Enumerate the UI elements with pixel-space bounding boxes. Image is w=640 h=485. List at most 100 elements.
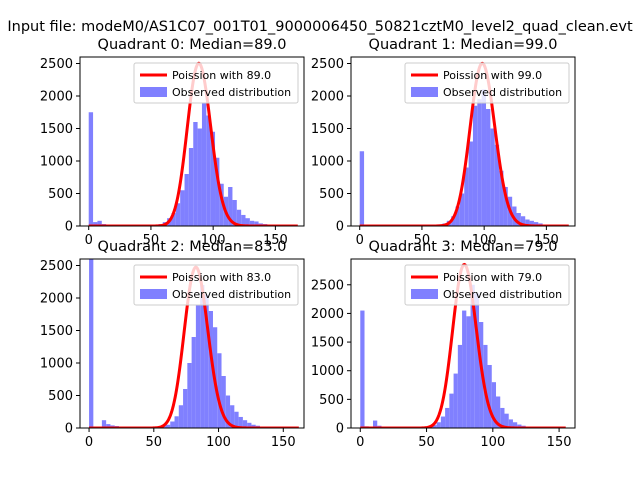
legend-line-label: Poission with 89.0 xyxy=(172,69,271,82)
bar-23 xyxy=(189,148,193,226)
x-tick-3: 150 xyxy=(547,428,572,450)
x-tick-label: 50 xyxy=(418,435,435,450)
y-tick-2: 1000 xyxy=(311,155,351,170)
x-tick-3: 150 xyxy=(271,428,296,450)
x-tick-2: 100 xyxy=(480,428,505,450)
y-tick-2: 1000 xyxy=(311,364,351,379)
y-tick-0: 0 xyxy=(336,422,351,437)
x-tick-0: 0 xyxy=(85,428,93,450)
bar-26 xyxy=(202,103,206,227)
y-tick-label: 1500 xyxy=(40,324,73,339)
bar-25 xyxy=(469,142,473,227)
bar-0 xyxy=(89,112,93,226)
x-tick-label: 100 xyxy=(480,435,505,450)
bars xyxy=(360,90,569,227)
bar-23 xyxy=(458,345,462,428)
x-tick-label: 0 xyxy=(356,435,364,450)
y-tick-0: 0 xyxy=(336,220,351,235)
y-tick-4: 2000 xyxy=(40,292,80,307)
y-tick-label: 1500 xyxy=(311,122,344,137)
y-tick-4: 2000 xyxy=(311,90,351,105)
bar-22 xyxy=(183,389,187,428)
y-tick-0: 0 xyxy=(65,422,80,437)
bar-0 xyxy=(360,151,364,226)
bar-21 xyxy=(180,190,184,226)
y-tick-label: 1000 xyxy=(311,364,344,379)
bar-25 xyxy=(196,305,200,429)
legend-line-label: Poission with 83.0 xyxy=(172,271,271,284)
bar-30 xyxy=(488,365,492,428)
y-tick-1: 500 xyxy=(319,187,351,202)
y-tick-3: 1500 xyxy=(311,122,351,137)
x-tick-label: 0 xyxy=(85,233,93,248)
legend-bar-swatch xyxy=(411,289,438,299)
y-tick-label: 2000 xyxy=(311,307,344,322)
y-tick-label: 0 xyxy=(336,220,344,235)
bar-30 xyxy=(490,129,494,227)
bar-28 xyxy=(482,90,486,227)
bar-22 xyxy=(185,174,189,226)
x-tick-1: 50 xyxy=(418,428,435,450)
y-tick-label: 1000 xyxy=(40,357,73,372)
x-tick-label: 100 xyxy=(206,435,231,450)
panel-title: Quadrant 1: Median=99.0 xyxy=(369,37,558,53)
y-tick-1: 500 xyxy=(319,393,351,408)
y-tick-2: 1000 xyxy=(40,357,80,372)
y-tick-label: 1500 xyxy=(311,336,344,351)
y-tick-1: 500 xyxy=(48,389,80,404)
bar-29 xyxy=(486,109,490,226)
y-tick-label: 500 xyxy=(319,393,344,408)
bar-22 xyxy=(454,374,458,428)
legend: Poission with 89.0 Observed distribution xyxy=(134,63,298,103)
y-tick-label: 2000 xyxy=(40,292,73,307)
y-tick-label: 0 xyxy=(65,220,73,235)
x-tick-1: 50 xyxy=(146,428,163,450)
x-tick-0: 0 xyxy=(356,226,364,248)
panel-title: Quadrant 0: Median=89.0 xyxy=(98,37,287,53)
bar-25 xyxy=(198,129,202,227)
bar-19 xyxy=(170,422,174,429)
y-tick-label: 500 xyxy=(48,389,73,404)
legend-bar-swatch xyxy=(411,87,438,97)
bar-23 xyxy=(187,363,191,428)
y-tick-1: 500 xyxy=(48,187,80,202)
figure-suptitle: Input file: modeM0/AS1C07_001T01_9000006… xyxy=(7,19,633,35)
y-tick-label: 500 xyxy=(48,187,73,202)
y-tick-3: 1500 xyxy=(40,324,80,339)
legend-line-label: Poission with 79.0 xyxy=(443,271,542,284)
y-tick-3: 1500 xyxy=(40,122,80,137)
y-tick-5: 2500 xyxy=(311,57,351,72)
y-tick-5: 2500 xyxy=(40,57,80,72)
legend-bar-label: Observed distribution xyxy=(172,288,291,301)
y-tick-label: 2500 xyxy=(311,278,344,293)
bar-0 xyxy=(360,311,364,428)
bar-19 xyxy=(441,417,445,428)
bar-20 xyxy=(445,408,449,428)
x-tick-label: 0 xyxy=(356,233,364,248)
y-tick-label: 2500 xyxy=(40,259,73,274)
y-tick-label: 0 xyxy=(336,422,344,437)
y-tick-5: 2500 xyxy=(311,278,351,293)
legend-line-label: Poission with 99.0 xyxy=(443,69,542,82)
bar-27 xyxy=(477,99,481,226)
y-tick-4: 2000 xyxy=(40,90,80,105)
y-tick-label: 2000 xyxy=(311,90,344,105)
x-tick-label: 50 xyxy=(146,435,163,450)
y-tick-label: 1500 xyxy=(40,122,73,137)
x-tick-0: 0 xyxy=(356,428,364,450)
y-tick-label: 2000 xyxy=(40,90,73,105)
panel-title: Quadrant 3: Median=79.0 xyxy=(369,239,558,255)
y-tick-label: 2500 xyxy=(40,57,73,72)
bar-21 xyxy=(179,405,183,428)
legend-bar-label: Observed distribution xyxy=(172,86,291,99)
x-tick-label: 0 xyxy=(85,435,93,450)
bar-20 xyxy=(175,416,179,428)
